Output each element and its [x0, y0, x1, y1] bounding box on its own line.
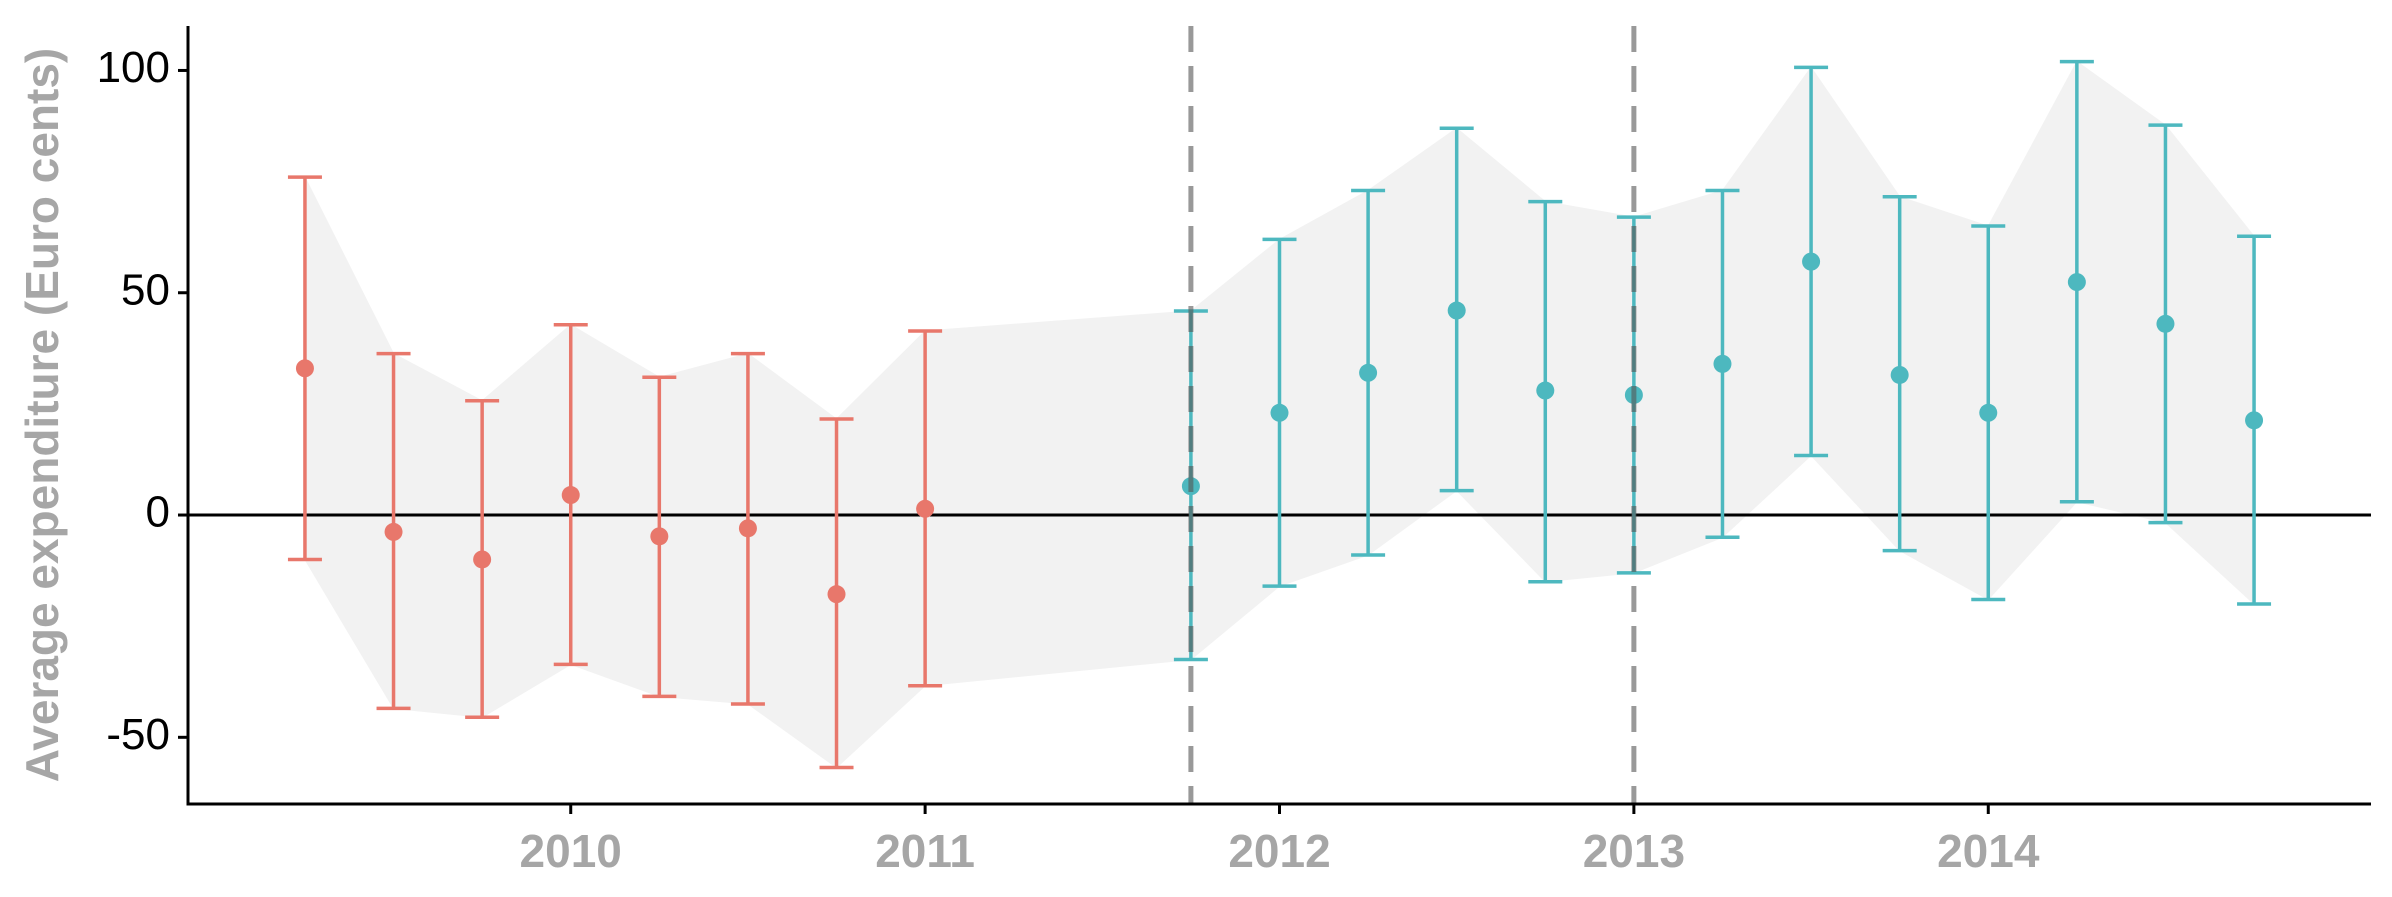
ribbon: [1810, 65, 1901, 552]
x-tick-label: 2013: [1583, 825, 1685, 877]
point: [1979, 403, 1998, 422]
ribbon: [570, 323, 660, 698]
ribbon: [658, 352, 749, 705]
point: [1270, 403, 1289, 422]
y-tick-label: 100: [97, 43, 170, 92]
point: [1359, 363, 1378, 382]
x-tick-label: 2011: [875, 825, 975, 877]
point: [2067, 273, 2086, 292]
point: [1890, 365, 1909, 384]
point: [1536, 381, 1555, 400]
x-tick-label: 2012: [1228, 825, 1330, 877]
y-axis-label: Average expenditure (Euro cents): [16, 48, 68, 783]
ribbon: [304, 176, 395, 711]
point: [1447, 301, 1466, 320]
point: [2245, 411, 2264, 430]
ribbon: [393, 352, 483, 718]
point: [827, 585, 846, 604]
x-tick-label: 2014: [1937, 825, 2040, 877]
point: [2156, 314, 2175, 333]
point: [473, 550, 492, 569]
ribbon: [924, 310, 1192, 687]
point: [738, 519, 757, 538]
ribbon: [2164, 123, 2255, 606]
point: [916, 499, 935, 518]
ribbon: [1899, 196, 1989, 601]
ribbon: [1987, 61, 2078, 601]
point: [384, 522, 403, 541]
y-tick-label: 0: [146, 488, 170, 537]
x-tick-label: 2010: [520, 825, 622, 877]
point: [295, 359, 314, 378]
ribbon: [1544, 201, 1635, 583]
y-tick-label: -50: [106, 710, 170, 759]
y-tick-label: 50: [121, 265, 170, 314]
point: [561, 486, 580, 505]
ribbon: [1190, 238, 1280, 661]
point: [650, 527, 669, 546]
point: [1713, 354, 1732, 373]
ribbon: [836, 329, 926, 769]
ribbon: [2076, 60, 2166, 524]
point: [1802, 252, 1821, 271]
ribbon: [1721, 65, 1812, 539]
ribbon: [481, 323, 572, 719]
ribbon: [1279, 189, 1369, 587]
